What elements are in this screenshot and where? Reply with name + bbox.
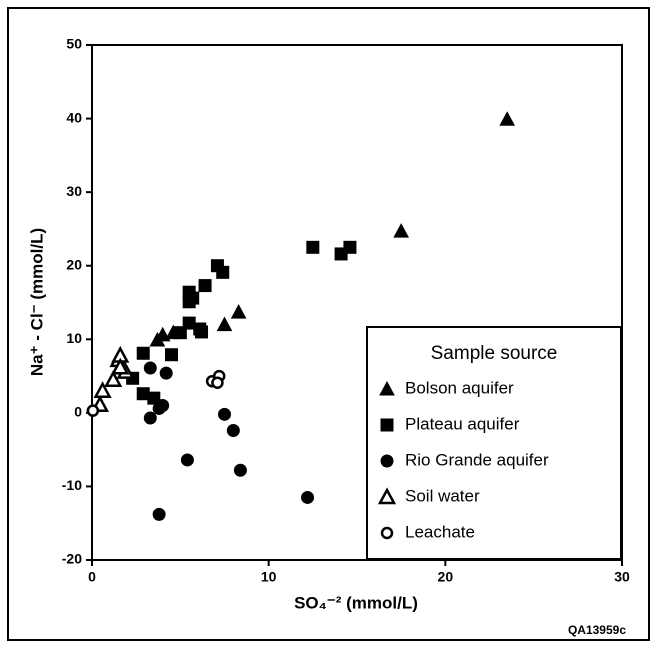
legend-marker	[380, 526, 394, 540]
point	[211, 376, 224, 389]
point	[152, 401, 166, 415]
legend-label: Bolson aquifer	[405, 378, 514, 397]
y-axis-label: Na⁺ - Cl⁻ (mmol/L)	[27, 228, 46, 376]
point	[393, 223, 410, 238]
point	[159, 366, 173, 380]
point	[182, 295, 196, 309]
point	[230, 304, 247, 319]
point	[499, 111, 516, 126]
annotation: QA13959c	[568, 623, 626, 637]
legend-box	[366, 326, 622, 560]
frame	[7, 7, 650, 641]
point	[104, 370, 123, 387]
point	[143, 361, 157, 375]
point	[180, 453, 194, 467]
y-tick-label: 20	[66, 256, 82, 272]
point	[143, 411, 157, 425]
point	[198, 279, 212, 293]
plot-area	[91, 44, 623, 561]
point	[147, 391, 161, 405]
point	[216, 265, 230, 279]
y-tick-label: 0	[74, 404, 82, 420]
point	[306, 240, 320, 254]
x-tick-label: 30	[614, 569, 630, 585]
legend-marker	[377, 487, 397, 505]
point	[165, 348, 178, 362]
point	[195, 325, 209, 339]
legend-label: Soil water	[405, 486, 480, 505]
y-tick-label: -20	[62, 551, 82, 567]
legend-label: Plateau aquifer	[405, 414, 520, 433]
legend-label: Rio Grande aquifer	[405, 450, 549, 469]
legend-marker	[379, 380, 395, 396]
legend-marker	[380, 454, 394, 468]
y-tick-label: 30	[66, 183, 82, 199]
legend-title: Sample source	[431, 343, 558, 364]
point	[233, 463, 247, 477]
y-tick-label: 10	[66, 330, 82, 346]
x-tick-label: 0	[88, 569, 96, 585]
legend-label: Leachate	[405, 522, 475, 541]
point	[226, 424, 240, 438]
point	[218, 407, 231, 421]
point	[343, 240, 357, 254]
y-tick-label: -10	[62, 477, 82, 493]
point	[93, 381, 112, 399]
x-axis-label: SO₄⁻² (mmol/L)	[294, 593, 418, 612]
legend-marker	[380, 418, 394, 432]
point	[173, 326, 187, 340]
y-tick-label: 50	[66, 36, 82, 52]
x-tick-label: 20	[438, 569, 454, 585]
x-tick-label: 10	[261, 569, 277, 585]
point	[216, 316, 233, 332]
point	[301, 490, 315, 504]
point	[152, 507, 166, 521]
point	[111, 357, 130, 375]
point	[136, 346, 150, 360]
point	[86, 404, 100, 417]
point	[154, 326, 171, 342]
y-tick-label: 40	[66, 109, 82, 125]
